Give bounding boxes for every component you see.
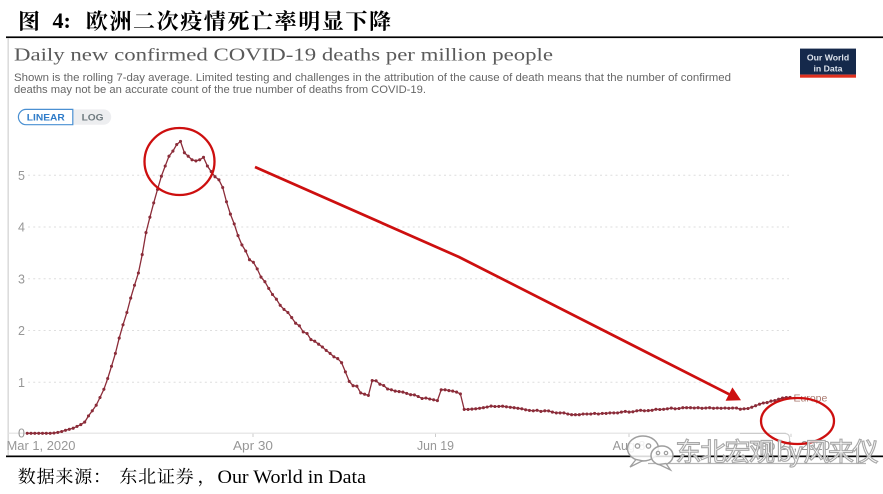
- svg-text:0: 0: [18, 427, 25, 441]
- svg-text:Our World: Our World: [807, 53, 849, 63]
- svg-text:1: 1: [18, 376, 25, 390]
- svg-text:Apr 30: Apr 30: [233, 439, 273, 453]
- svg-text:deaths may not be an accurate: deaths may not be an accurate count of t…: [14, 84, 426, 96]
- svg-text:LOG: LOG: [82, 112, 104, 123]
- svg-text:5: 5: [18, 169, 25, 183]
- svg-text:in Data: in Data: [814, 63, 843, 73]
- svg-text:2: 2: [18, 324, 25, 338]
- svg-text:Jun 19: Jun 19: [417, 439, 454, 453]
- svg-text:Shown is the rolling 7-day ave: Shown is the rolling 7-day average. Limi…: [14, 72, 731, 84]
- svg-text:4: 4: [18, 221, 25, 235]
- svg-text:Mar 1, 2020: Mar 1, 2020: [7, 439, 76, 453]
- svg-text:3: 3: [18, 272, 25, 286]
- svg-text:4:: 4:: [53, 8, 71, 33]
- svg-text:LINEAR: LINEAR: [27, 112, 65, 123]
- svg-text:Our World in Data: Our World in Data: [218, 467, 367, 488]
- svg-text:Daily new confirmed COVID-19 d: Daily new confirmed COVID-19 deaths per …: [14, 45, 553, 65]
